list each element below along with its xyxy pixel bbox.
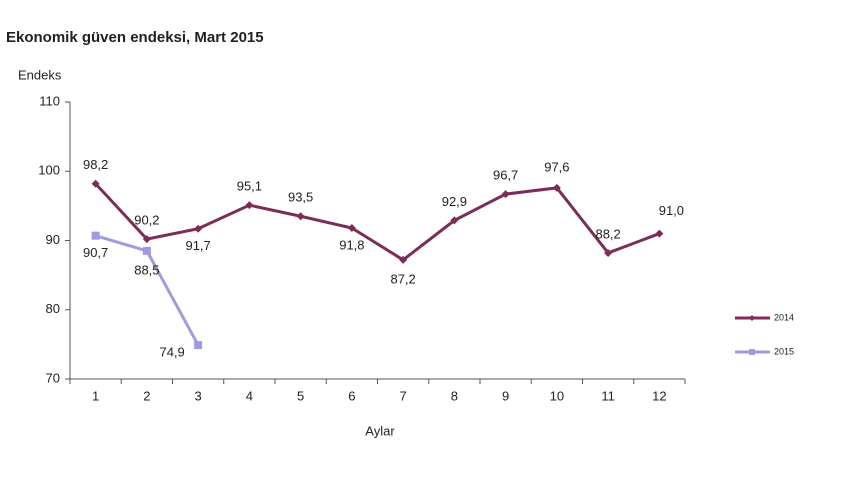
data-label: 88,5	[134, 262, 159, 277]
legend-label: 2015	[774, 346, 794, 356]
marker	[245, 201, 254, 210]
x-tick-label: 3	[195, 388, 202, 403]
marker	[296, 212, 305, 221]
data-label: 91,8	[339, 237, 364, 252]
data-label: 96,7	[493, 168, 518, 183]
marker	[91, 179, 100, 188]
data-label: 95,1	[237, 179, 262, 194]
y-tick-label: 70	[46, 370, 60, 385]
marker	[655, 229, 664, 238]
x-tick-label: 2	[143, 388, 150, 403]
x-tick-label: 6	[348, 388, 355, 403]
data-label: 91,0	[659, 203, 684, 218]
marker	[142, 235, 151, 244]
marker	[194, 224, 203, 233]
x-tick-label: 7	[400, 388, 407, 403]
marker	[347, 224, 356, 233]
marker	[450, 216, 459, 225]
data-label: 90,7	[83, 245, 108, 260]
legend-marker	[749, 349, 755, 355]
data-label: 74,9	[159, 345, 184, 360]
chart-title: Ekonomik güven endeksi, Mart 2015	[6, 29, 264, 46]
data-label: 88,2	[595, 226, 620, 241]
x-tick-label: 10	[550, 388, 564, 403]
legend-label: 2014	[774, 312, 794, 322]
x-tick-label: 1	[92, 388, 99, 403]
marker	[194, 341, 203, 350]
marker	[501, 190, 510, 199]
x-tick-label: 12	[652, 388, 666, 403]
series-line	[94, 182, 660, 262]
y-tick-label: 80	[46, 301, 60, 316]
data-label: 87,2	[390, 271, 415, 286]
x-tick-label: 8	[451, 388, 458, 403]
x-axis-label: Aylar	[365, 423, 395, 438]
x-tick-label: 9	[502, 388, 509, 403]
data-label: 97,6	[544, 159, 569, 174]
x-tick-label: 5	[297, 388, 304, 403]
data-label: 98,2	[83, 157, 108, 172]
legend-marker	[749, 315, 755, 321]
y-tick-label: 100	[38, 163, 60, 178]
x-tick-label: 4	[246, 388, 253, 403]
data-label: 91,7	[185, 238, 210, 253]
data-label: 93,5	[288, 190, 313, 205]
marker	[399, 255, 408, 264]
x-tick-label: 11	[601, 388, 615, 403]
y-tick-label: 110	[39, 93, 60, 108]
marker	[604, 248, 613, 257]
data-label: 90,2	[134, 213, 159, 228]
marker	[91, 231, 100, 240]
y-axis-label: Endeks	[18, 67, 62, 82]
data-label: 92,9	[442, 194, 467, 209]
marker	[142, 246, 151, 255]
y-tick-label: 90	[46, 232, 60, 247]
marker	[552, 183, 561, 192]
